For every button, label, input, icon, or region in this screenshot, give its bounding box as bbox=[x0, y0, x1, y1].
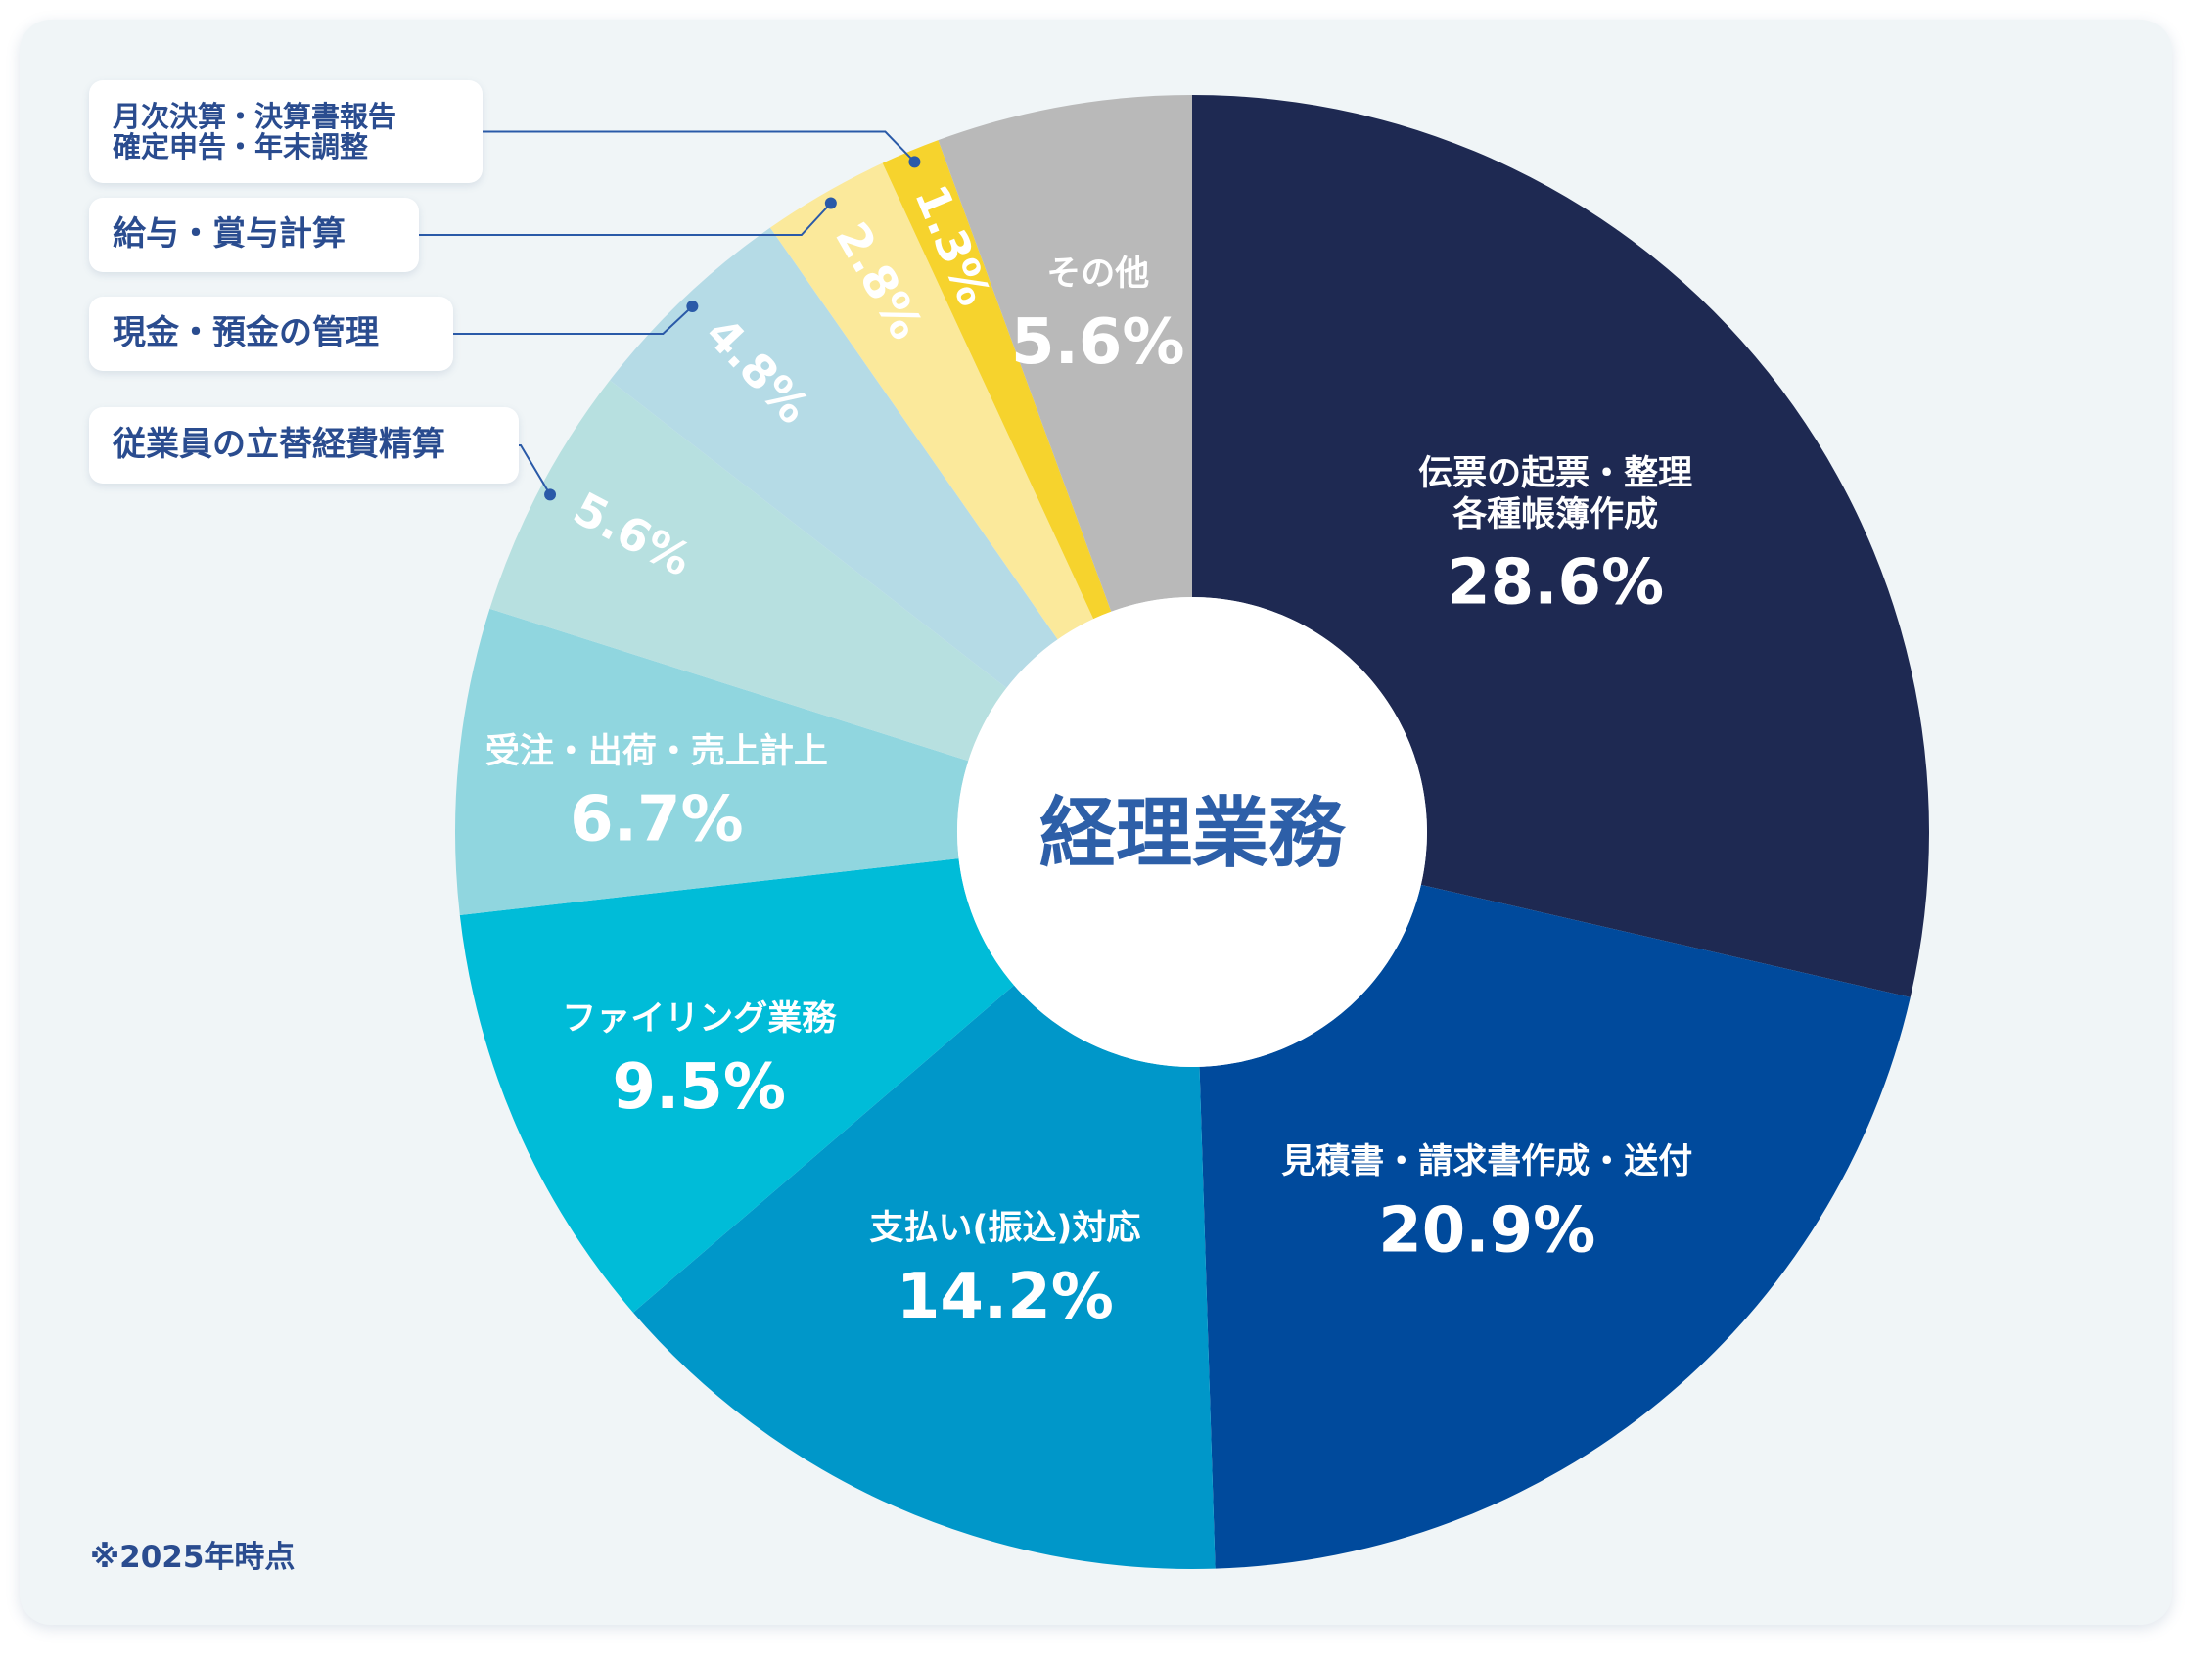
slice-label: ファイリング業務 bbox=[562, 998, 837, 1039]
callout-label: 現金・預金の管理 bbox=[89, 297, 453, 371]
callout-label: 給与・賞与計算 bbox=[89, 198, 419, 272]
value-label: 6.7% bbox=[570, 784, 744, 856]
slice bbox=[769, 162, 1094, 640]
slice-label: 支払い(振込)対応 bbox=[869, 1209, 1141, 1249]
leader-line bbox=[519, 444, 551, 495]
slice bbox=[459, 858, 1014, 1313]
leader-dot bbox=[686, 301, 699, 313]
leader-line bbox=[483, 130, 916, 163]
callout-label: 従業員の立替経費精算 bbox=[89, 407, 519, 484]
slice-label: 見積書・請求書作成・送付 bbox=[1281, 1142, 1693, 1182]
slice bbox=[938, 95, 1192, 612]
value-label: 9.5% bbox=[612, 1051, 786, 1124]
slice bbox=[1192, 95, 1929, 997]
leader-line bbox=[419, 202, 832, 236]
slice bbox=[632, 985, 1216, 1569]
value-label: 14.2% bbox=[897, 1261, 1114, 1333]
slice-label: その他 bbox=[1046, 254, 1150, 294]
leader-dot bbox=[544, 488, 557, 501]
leader-dot bbox=[908, 156, 921, 168]
leader-dot bbox=[824, 197, 837, 209]
slice bbox=[1199, 884, 1911, 1569]
slice bbox=[455, 608, 969, 915]
chart-title: 経理業務 bbox=[1039, 790, 1347, 878]
slice-label: 受注・出荷・売上計上 bbox=[484, 731, 828, 771]
slice-label: 伝票の起票・整理 各種帳簿作成 bbox=[1418, 453, 1693, 534]
value-label: 28.6% bbox=[1447, 547, 1664, 620]
slice bbox=[610, 227, 1058, 688]
slice bbox=[882, 140, 1112, 620]
footnote: ※2025年時点 bbox=[90, 1540, 296, 1575]
value-label: 20.9% bbox=[1378, 1194, 1595, 1267]
leader-line bbox=[453, 305, 694, 335]
slice bbox=[489, 380, 1007, 762]
value-label: 5.6% bbox=[1011, 306, 1185, 379]
callout-label: 月次決算・決算書報告 確定申告・年末調整 bbox=[89, 80, 483, 183]
center-hole bbox=[957, 597, 1427, 1067]
